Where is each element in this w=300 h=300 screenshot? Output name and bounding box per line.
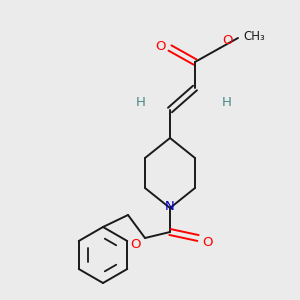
Text: N: N [165,200,175,214]
Text: O: O [130,238,141,250]
Text: O: O [155,40,166,52]
Text: O: O [202,236,212,248]
Text: CH₃: CH₃ [243,29,265,43]
Text: H: H [136,95,146,109]
Text: H: H [222,95,232,109]
Text: O: O [222,34,232,47]
